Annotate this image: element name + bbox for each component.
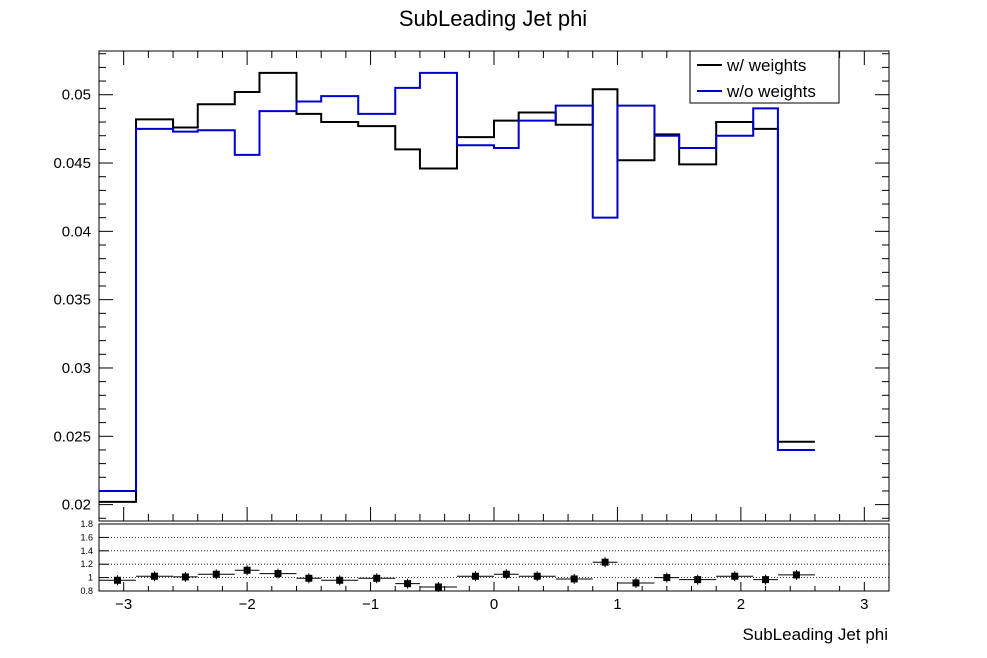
x-tick-label: −2	[239, 596, 256, 613]
ratio-point	[434, 583, 442, 591]
ratio-point	[632, 579, 640, 587]
y-tick-label: 0.05	[62, 87, 91, 104]
ratio-point	[373, 574, 381, 582]
x-tick-label: −1	[362, 596, 379, 613]
ratio-y-axis: 0.8 1 1.2 1.4 1.6 1.8	[80, 519, 109, 596]
legend-label-no-weights: w/o weights	[726, 82, 816, 101]
y-tick-label: 0.02	[62, 497, 91, 514]
y-tick-label: 0.045	[53, 155, 91, 172]
ratio-point	[305, 574, 313, 582]
ratio-y-tick-label: 1.4	[80, 546, 93, 556]
ratio-point	[663, 574, 671, 582]
chart-title: SubLeading Jet phi	[399, 6, 587, 31]
y-tick-label: 0.025	[53, 428, 91, 445]
x-tick-label: 0	[490, 596, 498, 613]
ratio-point	[114, 576, 122, 584]
ratio-point	[694, 576, 702, 584]
ratio-point	[731, 572, 739, 580]
ratio-point	[502, 570, 510, 578]
ratio-point	[336, 576, 344, 584]
legend-box	[689, 50, 840, 104]
ratio-point	[181, 573, 189, 581]
ratio-x-axis: −3 −2 −1 0 1 2 3	[98, 582, 890, 613]
x-axis-title: SubLeading Jet phi	[742, 625, 888, 644]
legend-label-weights: w/ weights	[726, 56, 806, 75]
ratio-point	[533, 572, 541, 580]
y-tick-label: 0.035	[53, 292, 91, 309]
x-tick-label: 3	[860, 596, 868, 613]
series-w-weights	[99, 71, 815, 503]
x-tick-label: −3	[115, 596, 132, 613]
ratio-plot-frame	[98, 523, 890, 592]
ratio-point	[404, 580, 412, 588]
x-tick-label: 1	[613, 596, 621, 613]
y-tick-label: 0.04	[62, 223, 91, 240]
ratio-y-tick-label: 1.6	[80, 532, 93, 542]
ratio-point	[792, 571, 800, 579]
ratio-point	[762, 576, 770, 584]
ratio-y-tick-label: 1.8	[80, 519, 93, 529]
series-wo-weights	[99, 71, 815, 492]
ratio-point	[570, 575, 578, 583]
ratio-point	[151, 572, 159, 580]
y-tick-label: 0.03	[62, 360, 91, 377]
ratio-point	[274, 570, 282, 578]
x-tick-label: 2	[737, 596, 745, 613]
ratio-point	[243, 566, 251, 574]
ratio-point	[471, 572, 479, 580]
ratio-point	[601, 558, 609, 566]
ratio-y-tick-label: 1.2	[80, 559, 93, 569]
ratio-y-tick-label: 0.8	[80, 586, 93, 596]
ratio-y-tick-label: 1	[88, 573, 93, 583]
main-series-group	[99, 71, 815, 503]
main-y-axis: 0.02 0.025 0.03 0.035 0.04 0.045 0.05	[53, 53, 889, 519]
ratio-points-group	[99, 557, 815, 592]
legend: w/ weights w/o weights	[689, 50, 840, 104]
ratio-point	[212, 570, 220, 578]
